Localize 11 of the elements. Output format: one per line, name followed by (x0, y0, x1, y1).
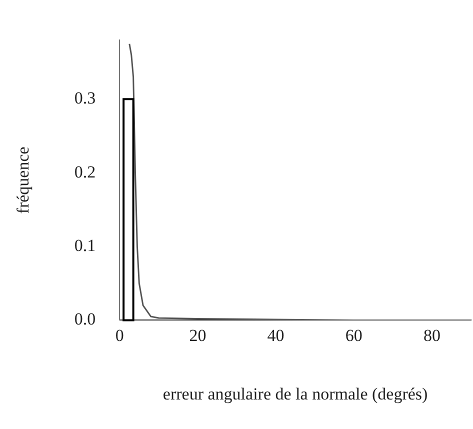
y-tick-label: 0.2 (74, 162, 96, 182)
y-axis-title: fréquence (14, 146, 33, 214)
x-tick-label: 0 (115, 326, 124, 345)
x-tick-label: 60 (345, 326, 362, 345)
y-tick-label: 0.1 (74, 236, 96, 255)
x-tick-label: 40 (267, 326, 284, 345)
y-tick-label: 0.3 (74, 88, 96, 108)
x-axis-title: erreur angulaire de la normale (degrés) (162, 384, 428, 404)
x-tick-label: 20 (189, 326, 206, 345)
x-tick-label: 80 (423, 326, 440, 345)
y-tick-label: 0.0 (74, 310, 96, 329)
